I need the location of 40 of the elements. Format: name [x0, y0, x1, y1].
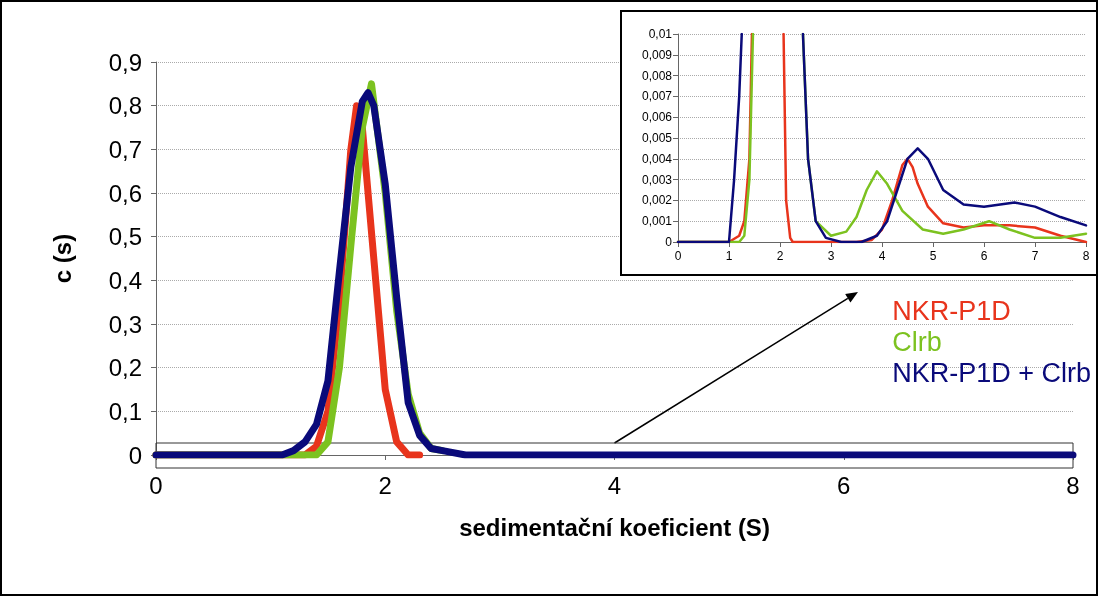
y-tick-label: 0	[665, 235, 673, 249]
x-tick-label: 0	[674, 249, 682, 263]
y-tick-label: 0,2	[108, 354, 142, 382]
y-tick-label: 0,7	[108, 135, 142, 163]
x-tick-label: 1	[725, 249, 733, 263]
x-tick-label: 7	[1031, 249, 1039, 263]
x-tick-label: 8	[1066, 471, 1080, 499]
y-tick-label: 0,005	[641, 131, 673, 145]
y-tick-label: 0,001	[641, 214, 673, 229]
y-tick-label: 0,5	[108, 223, 142, 251]
y-tick-label: 0,006	[641, 110, 673, 125]
x-tick-label: 2	[378, 471, 392, 499]
y-tick-label: 0,3	[108, 310, 142, 338]
y-tick-label: 0,002	[641, 193, 673, 208]
y-tick-label: 0,1	[108, 397, 142, 425]
x-tick-label: 0	[149, 471, 163, 499]
text: NKR-P1D + Clrb	[892, 357, 1091, 388]
x-tick-label: 6	[980, 249, 988, 263]
y-tick-label: 0,01	[648, 27, 673, 41]
y-tick-label: 0,4	[108, 266, 142, 294]
y-tick-label: 0,007	[641, 89, 673, 104]
x-tick-label: 8	[1082, 249, 1090, 263]
y-tick-label: 0,009	[641, 47, 673, 62]
y-tick-label: 0	[128, 441, 142, 469]
y-tick-label: 0,008	[641, 68, 673, 83]
text: NKR-P1D	[892, 295, 1011, 326]
y-tick-label: 0,6	[108, 179, 142, 207]
x-tick-label: 2	[776, 249, 784, 263]
y-axis-title: c (s)	[48, 233, 76, 284]
x-tick-label: 4	[607, 471, 622, 499]
x-tick-label: 4	[878, 249, 886, 263]
x-axis-title: sedimentační koeficient (S)	[459, 513, 770, 541]
x-tick-label: 3	[827, 249, 835, 263]
y-tick-label: 0,004	[641, 151, 673, 166]
x-tick-label: 5	[929, 249, 937, 263]
text: Clrb	[892, 326, 942, 357]
x-tick-label: 6	[837, 471, 851, 499]
y-tick-label: 0,003	[641, 172, 673, 187]
y-tick-label: 0,9	[108, 48, 142, 76]
y-tick-label: 0,8	[108, 92, 142, 120]
